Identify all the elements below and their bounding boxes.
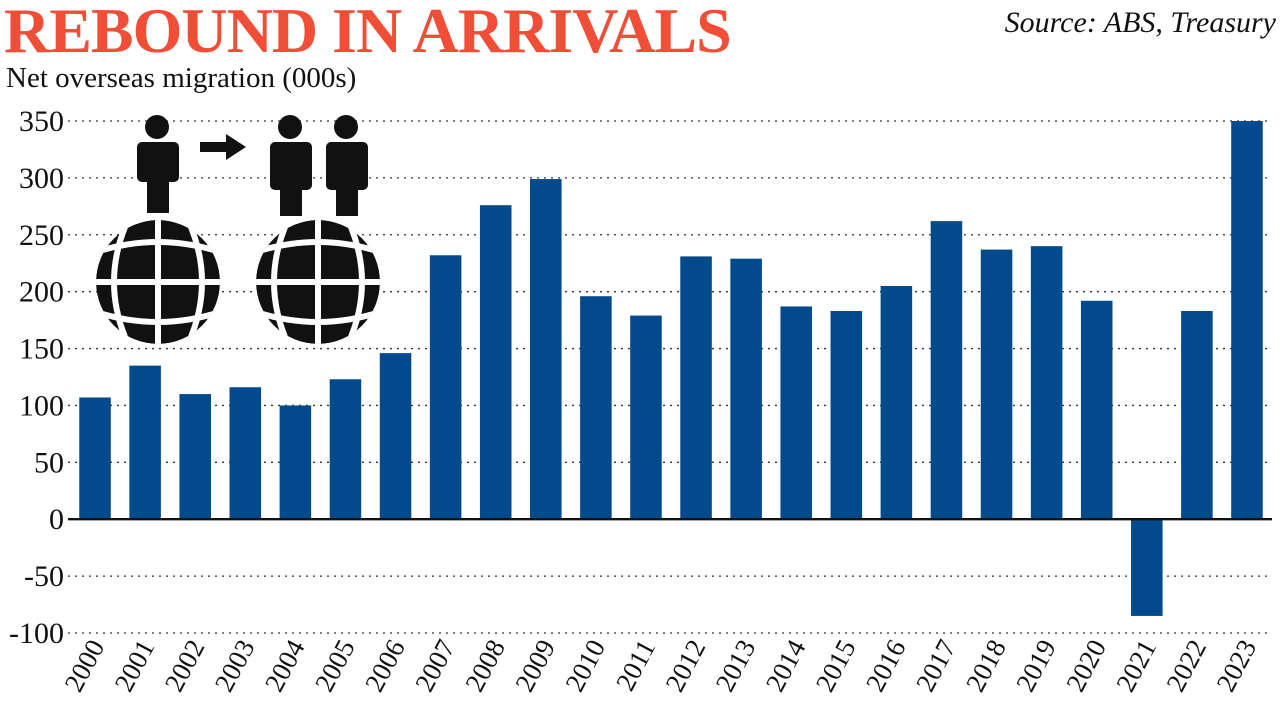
x-tick-label: 2013 <box>710 635 762 697</box>
bar-2019 <box>1030 246 1063 520</box>
bar-2009 <box>530 179 562 520</box>
x-tick-label: 2011 <box>610 635 661 696</box>
x-tick-label: 2010 <box>559 635 611 697</box>
chart-title: REBOUND IN ARRIVALS <box>4 0 732 66</box>
x-tick-label: 2009 <box>509 635 561 697</box>
y-tick-label: 300 <box>19 162 64 195</box>
bar-2015 <box>830 311 863 520</box>
x-tick-label: 2007 <box>409 635 461 697</box>
y-tick-label: 250 <box>19 219 64 252</box>
y-tick-label: -100 <box>9 617 64 650</box>
x-tick-label: 2005 <box>309 635 361 697</box>
bar-2000 <box>79 397 111 520</box>
y-tick-label: 100 <box>19 389 64 422</box>
bar-2012 <box>680 256 712 520</box>
y-tick-label: 0 <box>49 503 64 536</box>
x-axis: 2000200120022003200420052006200720082009… <box>58 634 1262 696</box>
bar-2014 <box>780 306 812 520</box>
x-tick-label: 2006 <box>359 635 411 697</box>
x-tick-label: 2021 <box>1110 635 1162 697</box>
x-tick-label: 2008 <box>459 635 511 697</box>
x-tick-label: 2020 <box>1060 635 1112 697</box>
x-tick-label: 2022 <box>1160 635 1212 697</box>
bar-2001 <box>129 365 161 520</box>
person-icon <box>326 115 368 216</box>
y-axis: 350 300 250 200 150 100 50 0 -50 -100 <box>9 105 64 650</box>
bar-2016 <box>880 285 913 520</box>
x-tick-label: 2016 <box>860 635 912 697</box>
bar-2011 <box>630 315 662 520</box>
person-icon <box>270 115 312 216</box>
person-icon <box>137 115 179 213</box>
chart-subtitle: Net overseas migration (000s) <box>6 62 357 94</box>
x-tick-label: 2001 <box>109 635 161 697</box>
bar-2005 <box>329 379 362 520</box>
x-tick-label: 2018 <box>960 635 1012 697</box>
y-tick-label: 50 <box>34 446 64 479</box>
bar-2006 <box>379 353 412 520</box>
x-tick-label: 2000 <box>58 635 110 697</box>
bars <box>79 121 1263 616</box>
bar-2023 <box>1231 121 1263 520</box>
migration-illustration <box>96 115 380 344</box>
bar-2010 <box>580 296 612 520</box>
x-tick-label: 2004 <box>259 634 311 696</box>
x-tick-label: 2012 <box>659 635 711 697</box>
x-tick-label: 2003 <box>209 635 261 697</box>
bar-2008 <box>479 205 512 520</box>
bar-2018 <box>980 249 1013 520</box>
bar-2002 <box>179 394 211 520</box>
source-note: Source: ABS, Treasury <box>1004 6 1276 39</box>
y-tick-label: 150 <box>19 333 64 366</box>
x-tick-label: 2023 <box>1210 635 1262 697</box>
x-tick-label: 2014 <box>760 634 812 696</box>
y-tick-label: 200 <box>19 276 64 309</box>
globe-icon <box>256 220 380 344</box>
x-tick-label: 2019 <box>1010 635 1062 697</box>
bar-2013 <box>730 258 762 520</box>
gridlines <box>68 120 1272 634</box>
bar-2020 <box>1080 300 1113 520</box>
bar-2007 <box>429 255 462 520</box>
y-tick-label: 350 <box>19 105 64 138</box>
x-tick-label: 2002 <box>159 635 211 697</box>
bar-2021 <box>1131 519 1163 616</box>
globe-icon <box>96 220 220 344</box>
bar-2004 <box>279 405 312 520</box>
x-tick-label: 2017 <box>910 635 962 697</box>
bar-2003 <box>229 387 262 520</box>
y-tick-label: -50 <box>24 560 64 593</box>
x-tick-label: 2015 <box>810 635 862 697</box>
bar-2017 <box>930 221 963 520</box>
arrow-right-icon <box>200 134 246 160</box>
bar-2022 <box>1181 311 1213 520</box>
